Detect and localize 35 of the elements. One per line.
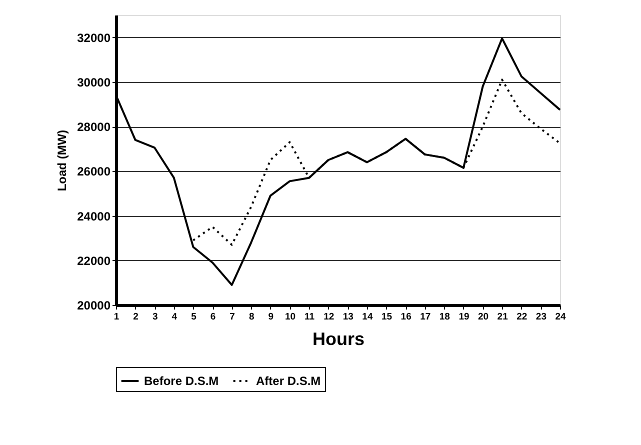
y-tick-label: 22000	[77, 254, 111, 268]
x-tick-label: 16	[400, 312, 412, 322]
x-tick-label: 18	[439, 312, 450, 322]
x-tick-label: 13	[342, 312, 354, 322]
x-tick-label: 9	[268, 312, 274, 322]
y-tick-label: 30000	[77, 75, 111, 90]
y-tick-label: 28000	[77, 120, 111, 134]
x-tick-label: 15	[381, 312, 393, 322]
x-tick-label: 14	[362, 312, 374, 322]
x-tick-label: 22	[516, 312, 528, 322]
x-tick-label: 1	[114, 312, 120, 322]
x-tick-label: 8	[248, 312, 254, 322]
y-axis-title: Load (MW)	[55, 130, 70, 192]
x-tick-label: 21	[497, 312, 509, 322]
x-tick-label: 24	[555, 312, 566, 322]
x-tick-label: 6	[210, 312, 216, 322]
x-tick-label: 3	[152, 312, 158, 322]
x-tick-label: 11	[304, 312, 316, 322]
x-tick-label: 12	[324, 312, 334, 322]
legend-label: Before D.S.M	[144, 374, 219, 388]
legend-label: After D.S.M	[256, 374, 321, 388]
y-tick-label: 32000	[77, 30, 111, 45]
y-tick-label: 26000	[77, 164, 111, 179]
x-tick-label: 4	[172, 312, 178, 322]
x-tick-label: 5	[191, 312, 198, 322]
y-tick-label: 24000	[77, 209, 111, 224]
x-tick-label: 23	[536, 312, 546, 322]
x-tick-label: 19	[458, 312, 470, 322]
x-tick-label: 20	[478, 312, 489, 322]
x-tick-label: 17	[420, 312, 431, 322]
x-tick-label: 7	[230, 312, 235, 322]
y-tick-label: 20000	[77, 298, 111, 312]
x-axis-title: Hours	[312, 329, 365, 349]
x-tick-label: 10	[284, 312, 296, 322]
x-tick-label: 2	[133, 312, 138, 322]
